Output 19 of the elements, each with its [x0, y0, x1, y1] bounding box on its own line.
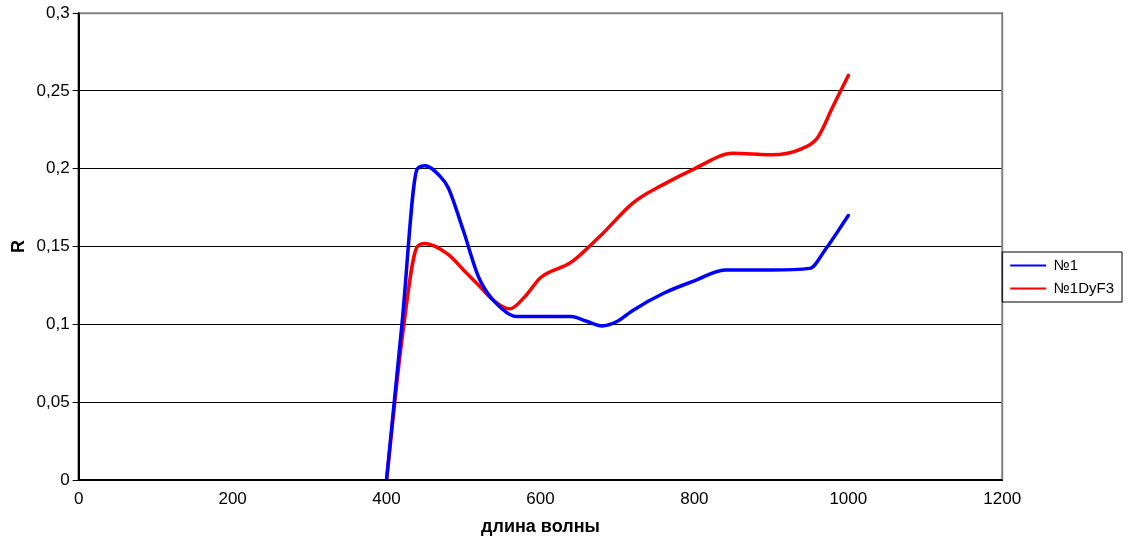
y-tick-label: 0,2: [46, 158, 70, 178]
y-tick-label: 0,25: [36, 80, 70, 100]
x-axis-title: длина волны: [481, 516, 600, 537]
x-tick-label: 0: [73, 488, 84, 508]
x-tick-label: 1000: [829, 488, 868, 508]
x-tick-label: 200: [218, 488, 247, 508]
y-axis-title: R: [7, 240, 28, 254]
legend-label: №1DyF3: [1053, 278, 1115, 296]
y-tick-label: 0: [60, 469, 70, 489]
y-tick-label: 0,3: [46, 2, 70, 22]
x-tick-label: 400: [372, 488, 401, 508]
legend-label: №1: [1053, 255, 1079, 273]
x-tick-label: 1200: [983, 488, 1022, 508]
y-tick-label: 0,05: [36, 391, 70, 411]
x-tick-label: 800: [680, 488, 709, 508]
x-tick-label: 600: [526, 488, 555, 508]
y-tick-label: 0,1: [46, 314, 70, 334]
y-tick-label: 0,15: [36, 236, 70, 256]
line-series: [384, 163, 851, 480]
